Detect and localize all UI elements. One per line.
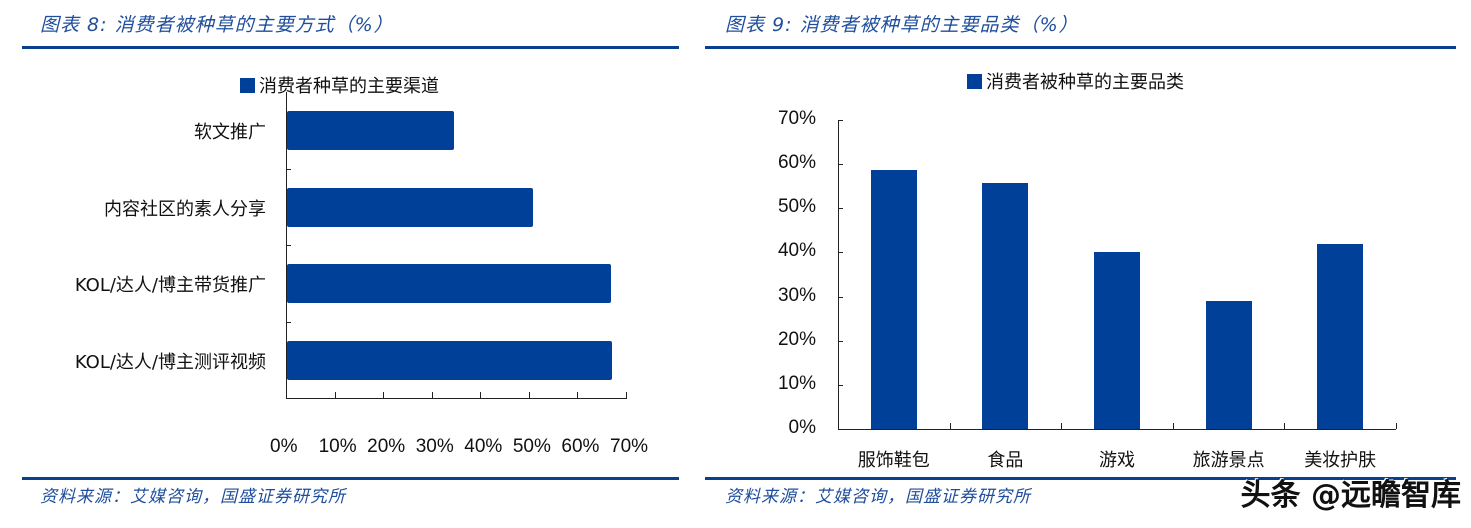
bar-4 xyxy=(1317,244,1364,429)
bar-2 xyxy=(1094,251,1140,429)
y-tick-label: 50% xyxy=(777,196,816,218)
x-tick xyxy=(334,392,336,398)
y-tick-label: 20% xyxy=(777,328,816,350)
x-tick xyxy=(1396,423,1397,429)
y-tick-label: 30% xyxy=(777,284,816,306)
bar-3 xyxy=(287,340,612,380)
x-tick-label: 30% xyxy=(415,436,454,457)
category-label: 游戏 xyxy=(1099,450,1135,471)
y-tick xyxy=(838,340,843,342)
right-figure-panel: 图表 9: 消费者被种草的主要品类（%） 消费者被种草的主要品类 0% 10% 20… xyxy=(700,0,1471,528)
left-bottom-rule xyxy=(22,477,679,480)
x-tick-label: 10% xyxy=(318,436,357,457)
y-tick xyxy=(838,429,843,430)
right-figure-title: 图表 9: 消费者被种草的主要品类（%） xyxy=(725,14,1079,36)
y-axis-line xyxy=(838,120,839,429)
left-legend: 消费者种草的主要渠道 xyxy=(240,72,439,98)
y-tick-label: 70% xyxy=(777,108,816,129)
bar-2 xyxy=(287,264,611,304)
left-top-rule xyxy=(22,46,679,49)
category-label: 软文推广 xyxy=(194,122,266,144)
right-legend: 消费者被种草的主要品类 xyxy=(967,68,1184,94)
x-tick xyxy=(1284,423,1286,429)
y-tick xyxy=(838,208,843,210)
right-top-rule xyxy=(705,46,1456,49)
y-tick-label: 60% xyxy=(777,152,816,174)
y-tick-label: 40% xyxy=(777,240,816,262)
category-label: KOL/达人/博主测评视频 xyxy=(74,351,266,373)
x-tick-label: 50% xyxy=(512,436,551,457)
x-tick-label: 20% xyxy=(367,436,406,457)
category-label: 食品 xyxy=(987,450,1024,471)
left-source-note: 资料来源：艾媒咨询，国盛证券研究所 xyxy=(40,487,346,507)
right-legend-label: 消费者被种草的主要品类 xyxy=(986,72,1184,93)
category-label: 内容社区的素人分享 xyxy=(104,198,266,220)
y-tick xyxy=(838,384,843,386)
x-tick xyxy=(577,392,579,398)
bar-3 xyxy=(1205,300,1252,429)
x-tick xyxy=(383,392,385,398)
y-tick-label: 0% xyxy=(788,417,816,438)
x-tick xyxy=(1061,423,1063,429)
y-tick xyxy=(838,120,843,121)
y-tick-label: 10% xyxy=(777,372,816,394)
x-tick-label: 70% xyxy=(610,436,649,457)
x-tick xyxy=(480,392,482,398)
x-tick-label: 0% xyxy=(270,436,298,457)
right-source-note: 资料来源：艾媒咨询，国盛证券研究所 xyxy=(725,487,1031,507)
x-tick-label: 60% xyxy=(561,436,600,457)
bar-0 xyxy=(870,169,917,429)
left-figure-panel: 图表 8: 消费者被种草的主要方式（%） 消费者种草的主要渠道 0% 10% 20%… xyxy=(0,0,690,528)
x-tick xyxy=(528,392,530,398)
bar-0 xyxy=(287,111,455,151)
y-tick xyxy=(286,321,291,323)
x-axis-line xyxy=(286,398,627,399)
left-legend-label: 消费者种草的主要渠道 xyxy=(259,76,439,97)
left-figure-title: 图表 8: 消费者被种草的主要方式（%） xyxy=(40,14,394,36)
x-tick-label: 40% xyxy=(464,436,503,457)
y-tick xyxy=(838,164,843,166)
legend-swatch-icon xyxy=(240,77,255,93)
x-tick xyxy=(949,423,951,429)
x-tick xyxy=(431,392,433,398)
bar-1 xyxy=(982,182,1029,429)
category-label: 服饰鞋包 xyxy=(857,450,930,471)
category-label: 美妆护肤 xyxy=(1304,450,1377,471)
y-tick xyxy=(838,252,843,254)
x-tick xyxy=(1172,423,1174,429)
category-label: 旅游景点 xyxy=(1192,450,1265,471)
watermark: 头条 @远瞻智库 xyxy=(1240,478,1461,513)
x-axis-line xyxy=(838,429,1396,430)
y-tick xyxy=(838,296,843,298)
x-tick xyxy=(626,392,627,398)
y-tick xyxy=(286,168,291,170)
legend-swatch-icon xyxy=(967,73,982,89)
right-bottom-rule xyxy=(705,477,1456,480)
bar-1 xyxy=(287,187,533,227)
category-label: KOL/达人/博主带货推广 xyxy=(74,275,266,297)
y-tick xyxy=(286,245,291,246)
